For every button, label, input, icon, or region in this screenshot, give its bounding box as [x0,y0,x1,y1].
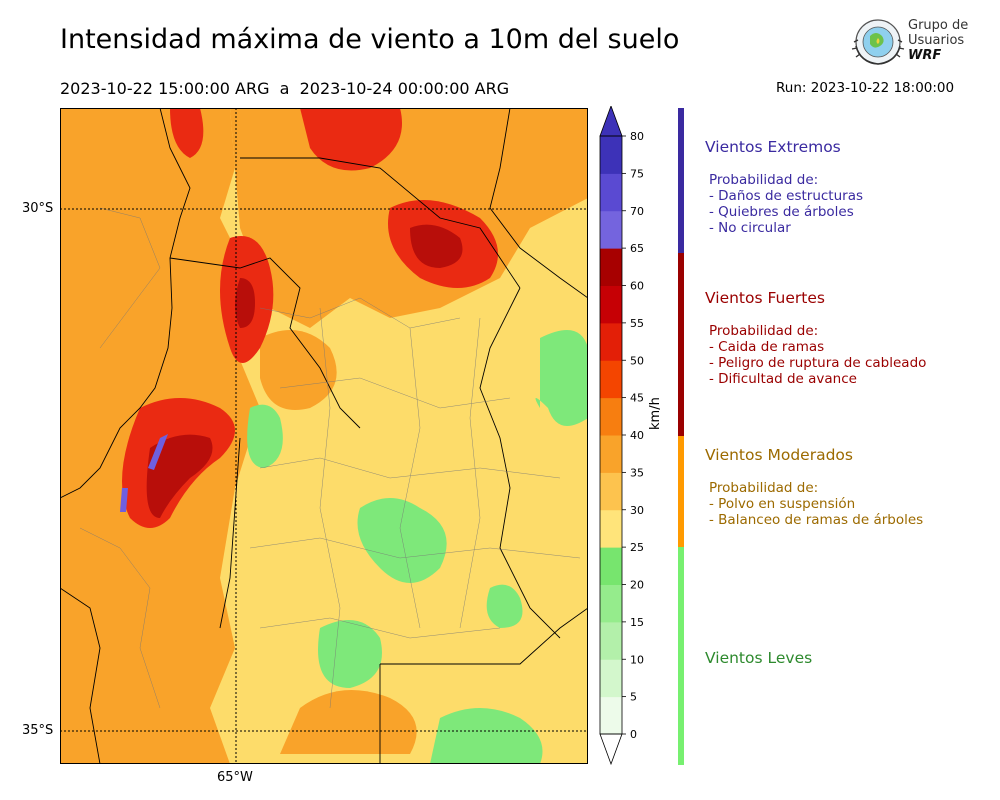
colorbar-tick-label: 5 [630,691,637,704]
extreme-wind-zone [120,488,128,512]
forecast-period: 2023-10-22 15:00:00 ARG a 2023-10-24 00:… [60,79,510,98]
category-line: Probabilidad de: [709,480,819,496]
very-strong-wind-zone [410,224,463,268]
colorbar-segment [600,696,622,735]
light-wind-zone [430,708,543,764]
category-line: - Quiebres de árboles [709,204,854,220]
logo-line-2: Usuarios [908,33,965,48]
category-line: - Dificultad de avance [709,371,857,387]
lon-label-65w: 65°W [217,770,253,785]
colorbar-tick-label: 65 [630,242,644,255]
light-wind-zone [357,498,447,583]
category-line: - Daños de estructuras [709,188,864,204]
category-line: - Polvo en suspensión [709,496,856,512]
light-wind-zone [247,404,283,468]
colorbar-segment [600,621,622,660]
colorbar-tick-label: 15 [630,616,644,629]
colorbar-unit: km/h [648,397,663,430]
category-bar-extremos [678,108,684,253]
category-line: - Peligro de ruptura de cableado [709,355,927,371]
colorbar-tick-label: 75 [630,167,644,180]
logo-line-3: WRF [908,48,942,63]
category-line: - Caida de ramas [709,339,825,355]
lat-label-35s: 35°S [22,723,54,738]
light-wind-zone [318,620,382,688]
wind-map [60,108,588,764]
colorbar: 0 5 10 15 20 25 30 35 40 45 50 55 60 65 70 75 80 [599,106,644,766]
colorbar-segment [600,322,622,361]
colorbar-tick-label: 0 [630,728,637,741]
colorbar-tick-label: 80 [630,130,644,143]
moderate-wind-patch [280,690,417,754]
strong-wind-zone [300,108,402,171]
colorbar-tick-label: 60 [630,280,644,293]
colorbar-max-arrow [599,106,623,137]
moderate-wind-patch [260,330,337,410]
globe-emblem-icon [851,19,905,65]
wrf-logo: Grupo de Usuarios WRF [848,16,972,72]
colorbar-tick-label: 30 [630,504,644,517]
extreme-wind-zone [148,434,168,470]
category-desc-moderados: Probabilidad de: - Polvo en suspensión -… [709,480,923,528]
colorbar-tick-label: 10 [630,653,644,666]
colorbar-segment [600,509,622,548]
logo-line-1: Grupo de [908,18,969,33]
colorbar-segment [600,136,622,174]
colorbar-tick-label: 35 [630,466,644,479]
run-timestamp: Run: 2023-10-22 18:00:00 [776,80,955,96]
colorbar-tick-label: 20 [630,579,644,592]
light-wind-zone [535,330,588,426]
category-desc-fuertes: Probabilidad de: - Caida de ramas - Peli… [709,323,926,387]
graticule [60,108,588,764]
colorbar-tick-label: 70 [630,205,644,218]
category-bar-moderados [678,436,684,547]
colorbar-tick-label: 55 [630,317,644,330]
category-title-fuertes: Vientos Fuertes [705,289,825,307]
category-title-leves: Vientos Leves [705,649,813,667]
category-line: Probabilidad de: [709,323,819,339]
category-bar-fuertes [678,253,684,436]
colorbar-segment [600,435,622,473]
colorbar-segment [600,472,622,511]
colorbar-tick-label: 25 [630,541,644,554]
map-title: Intensidad máxima de viento a 10m del su… [60,24,680,55]
colorbar-segment [600,584,622,623]
category-line: Probabilidad de: [709,172,819,188]
colorbar-tick-label: 45 [630,392,644,405]
category-title-extremos: Vientos Extremos [705,138,841,156]
colorbar-segment [600,210,622,249]
category-title-moderados: Vientos Moderados [705,446,853,464]
light-wind-zone [486,584,523,628]
department-lines [79,207,581,709]
colorbar-segment [600,360,622,399]
colorbar-tick-label: 50 [630,354,644,367]
colorbar-segment [600,659,622,698]
strong-wind-zone [170,108,204,158]
category-line: - Balanceo de ramas de árboles [709,512,924,528]
very-strong-wind-zone [146,434,213,518]
very-strong-wind-zone [235,278,255,328]
colorbar-segment [600,173,622,212]
category-line: - No circular [709,220,791,236]
colorbar-min-arrow [599,733,623,766]
colorbar-segment [600,285,622,324]
category-desc-extremos: Probabilidad de: - Daños de estructuras … [709,172,863,236]
colorbar-segment [600,248,622,286]
colorbar-segment [600,547,622,585]
colorbar-tick-label: 40 [630,429,644,442]
boundary-lines [60,108,588,764]
colorbar-segment [600,397,622,436]
category-bar-leves [678,547,684,765]
lat-label-30s: 30°S [22,201,54,216]
